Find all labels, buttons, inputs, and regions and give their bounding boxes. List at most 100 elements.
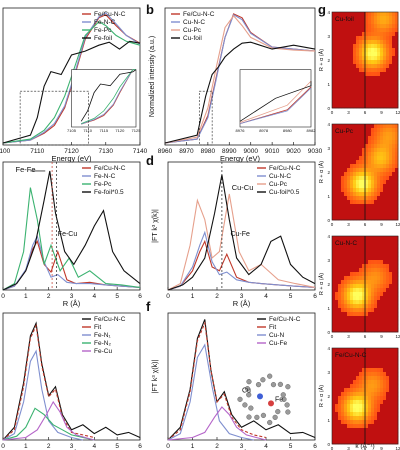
map-x-tick: 9	[380, 110, 383, 115]
heat-cell	[383, 304, 387, 309]
heat-cell	[374, 432, 378, 437]
heat-cell	[347, 204, 351, 209]
heat-cell	[335, 316, 339, 321]
heat-cell	[359, 136, 363, 141]
map-y-tick: 1	[327, 418, 330, 423]
heat-cell	[350, 324, 354, 329]
map-y-axis-label: R + α (Å)	[318, 385, 325, 407]
heat-cell	[395, 436, 399, 441]
heat-cell	[359, 216, 363, 221]
map-y-tick: 4	[327, 346, 330, 351]
heat-cell	[359, 132, 363, 137]
heat-cell	[377, 152, 381, 157]
heat-cell	[374, 396, 378, 401]
heat-cell	[353, 216, 357, 221]
heat-cell	[338, 192, 342, 197]
heat-cell	[344, 204, 348, 209]
heat-cell	[389, 384, 393, 389]
heat-cell	[395, 20, 399, 25]
heat-cell	[392, 184, 396, 189]
heat-cell	[395, 84, 399, 89]
heat-cell	[368, 176, 372, 181]
heat-cell	[392, 356, 396, 361]
x-tick-label: 5	[289, 443, 293, 450]
heat-cell	[341, 184, 345, 189]
heat-cell	[386, 412, 390, 417]
heat-cell	[356, 248, 360, 253]
heat-cell	[332, 408, 336, 413]
heat-cell	[389, 20, 393, 25]
heat-cell	[365, 156, 369, 161]
heat-cell	[392, 240, 396, 245]
heat-cell	[371, 424, 375, 429]
heat-cell	[386, 100, 390, 105]
heat-cell	[386, 216, 390, 221]
heat-cell	[383, 176, 387, 181]
heat-cell	[353, 28, 357, 33]
legend-label: Cu-N-C	[183, 19, 205, 26]
heat-cell	[389, 124, 393, 129]
heat-cell	[338, 380, 342, 385]
heat-cell	[335, 268, 339, 273]
heat-cell	[377, 36, 381, 41]
map-x-tick: 9	[380, 334, 383, 339]
heat-cell	[359, 272, 363, 277]
heat-cell	[386, 156, 390, 161]
heat-cell	[347, 136, 351, 141]
heat-cell	[359, 324, 363, 329]
heat-cell	[368, 20, 372, 25]
heat-cell	[362, 440, 366, 445]
heat-cell	[365, 36, 369, 41]
heat-cell	[356, 60, 360, 65]
map-x-axis-label: k (Å⁻¹)	[355, 441, 374, 450]
heat-cell	[347, 372, 351, 377]
heat-cell	[389, 164, 393, 169]
heat-cell	[368, 368, 372, 373]
heat-cell	[356, 152, 360, 157]
heat-cell	[368, 40, 372, 45]
heat-cell	[341, 280, 345, 285]
heat-cell	[389, 188, 393, 193]
heat-cell	[395, 412, 399, 417]
heat-cell	[371, 368, 375, 373]
legend-label: Fe-N₁	[94, 332, 111, 339]
heat-cell	[392, 64, 396, 69]
heat-cell	[344, 76, 348, 81]
heat-cell	[371, 40, 375, 45]
carbon-atom	[267, 419, 273, 426]
heat-cell	[371, 416, 375, 421]
heat-cell	[347, 324, 351, 329]
heat-cell	[338, 236, 342, 241]
heat-cell	[383, 400, 387, 405]
heat-cell	[332, 24, 336, 29]
heat-cell	[374, 160, 378, 165]
heat-cell	[359, 428, 363, 433]
heat-cell	[344, 412, 348, 417]
heat-cell	[377, 280, 381, 285]
heat-cell	[356, 436, 360, 441]
heat-cell	[335, 320, 339, 325]
heat-cell	[362, 268, 366, 273]
heat-cell	[359, 172, 363, 177]
heat-cell	[332, 76, 336, 81]
heat-cell	[374, 256, 378, 261]
heat-cell	[383, 200, 387, 205]
heat-cell	[332, 324, 336, 329]
x-tick-label: 4	[264, 293, 268, 300]
heat-cell	[380, 252, 384, 257]
heat-cell	[359, 56, 363, 61]
heat-cell	[383, 256, 387, 261]
heat-cell	[359, 416, 363, 421]
heat-cell	[383, 132, 387, 137]
heat-cell	[386, 296, 390, 301]
heat-cell	[362, 160, 366, 165]
heat-cell	[356, 28, 360, 33]
heat-cell	[359, 104, 363, 109]
heat-cell	[395, 68, 399, 73]
heat-cell	[395, 148, 399, 153]
heat-cell	[377, 80, 381, 85]
heat-cell	[374, 16, 378, 21]
heat-cell	[338, 324, 342, 329]
heat-cell	[383, 136, 387, 141]
heat-cell	[335, 404, 339, 409]
